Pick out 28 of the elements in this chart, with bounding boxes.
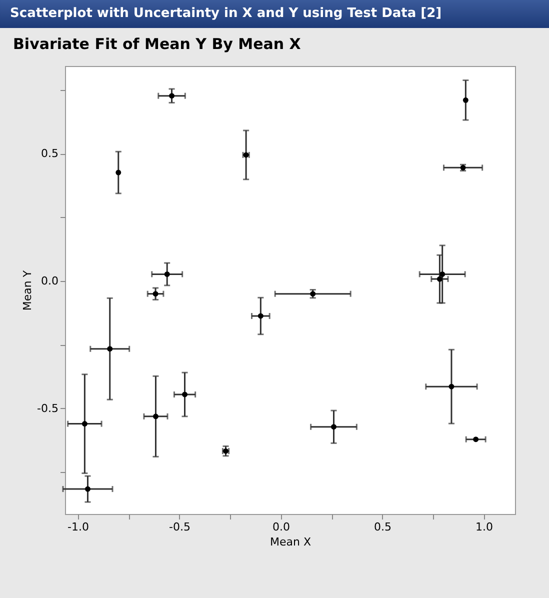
point bbox=[84, 486, 90, 492]
point bbox=[152, 291, 158, 297]
y-axis-title: Mean Y bbox=[21, 270, 34, 311]
point bbox=[448, 384, 454, 390]
point bbox=[182, 392, 188, 398]
point bbox=[462, 97, 468, 103]
point bbox=[331, 424, 336, 430]
x-axis-title: Mean X bbox=[270, 536, 312, 548]
y-tick-label: 0.5 bbox=[41, 147, 58, 160]
x-tick-label: 0.0 bbox=[272, 520, 290, 534]
point bbox=[440, 271, 446, 277]
x-tick-label: 0.5 bbox=[374, 520, 392, 534]
point bbox=[116, 170, 122, 176]
x-tick-label: -1.0 bbox=[68, 520, 90, 534]
text: Scatterplot with Uncertainty in X and Y using Test Data [2] bbox=[0, 0, 549, 28]
point bbox=[107, 346, 113, 352]
point bbox=[169, 93, 175, 99]
point bbox=[152, 414, 158, 420]
y-tick-label: -0.5 bbox=[37, 402, 58, 415]
y-tick-label: 0.0 bbox=[41, 274, 58, 288]
x-tick-label: 1.0 bbox=[475, 520, 493, 534]
point bbox=[473, 436, 479, 442]
x-tick-label: -0.5 bbox=[169, 520, 191, 534]
point bbox=[258, 313, 264, 319]
chart-title: Bivariate Fit of Mean Y By Mean X bbox=[13, 35, 302, 53]
point bbox=[164, 271, 170, 277]
point bbox=[82, 421, 88, 427]
point bbox=[436, 276, 442, 282]
